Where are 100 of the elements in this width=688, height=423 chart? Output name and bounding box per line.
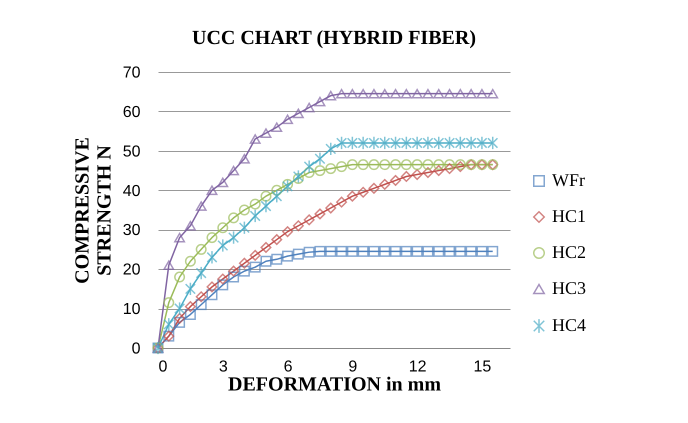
- point: [314, 96, 326, 106]
- point: [196, 291, 207, 302]
- point: [184, 282, 196, 296]
- y-tick-label: 20: [122, 262, 141, 279]
- point: [174, 316, 186, 328]
- y-tick-label: 50: [122, 143, 141, 160]
- point: [282, 250, 294, 262]
- point: [412, 246, 423, 257]
- point: [390, 136, 402, 150]
- point: [282, 179, 294, 194]
- point: [228, 272, 240, 283]
- point: [422, 159, 434, 170]
- point: [271, 254, 282, 265]
- x-tick-label: 3: [218, 358, 228, 376]
- point: [304, 102, 315, 112]
- point: [238, 220, 250, 235]
- point: [336, 196, 348, 208]
- legend-label: HC2: [552, 242, 586, 262]
- point: [260, 256, 272, 267]
- point: [260, 242, 272, 253]
- point: [346, 190, 358, 202]
- point: [379, 246, 390, 257]
- point: [238, 258, 250, 269]
- point: [454, 88, 466, 99]
- y-axis-title: COMPRESSIVE STRENGTH N: [72, 137, 116, 284]
- point: [422, 167, 434, 178]
- point: [412, 136, 423, 150]
- point: [346, 88, 358, 99]
- point: [250, 262, 261, 273]
- point: [412, 169, 423, 180]
- point: [476, 88, 488, 99]
- point: [476, 136, 488, 150]
- point: [466, 88, 477, 99]
- point: [412, 88, 423, 99]
- point: [250, 134, 261, 144]
- point: [217, 238, 228, 252]
- point: [444, 246, 456, 257]
- point: [217, 279, 228, 290]
- point: [336, 88, 348, 99]
- point: [228, 212, 240, 224]
- point: [217, 178, 228, 188]
- point: [400, 170, 412, 182]
- chart-title: UCC CHART (HYBRID FIBER): [192, 27, 476, 49]
- point: [358, 246, 369, 257]
- point: [368, 136, 380, 150]
- point: [368, 246, 380, 257]
- point: [228, 230, 240, 245]
- point: [304, 246, 315, 258]
- point: [336, 136, 348, 150]
- point: [422, 136, 434, 150]
- point: [358, 136, 369, 150]
- point: [304, 160, 315, 174]
- point: [163, 297, 174, 308]
- point: [368, 88, 380, 99]
- point: [466, 136, 477, 150]
- point: [336, 161, 348, 172]
- y-tick-label: 30: [122, 222, 141, 240]
- point: [174, 312, 186, 324]
- point: [260, 199, 272, 213]
- point: [206, 185, 218, 196]
- point: [422, 246, 434, 257]
- y-tick-label: 70: [122, 64, 141, 82]
- point: [444, 136, 456, 150]
- point: [358, 186, 369, 198]
- point: [433, 159, 444, 170]
- point: [487, 136, 498, 150]
- point: [163, 260, 174, 270]
- point: [325, 90, 336, 101]
- legend-label: HC3: [552, 278, 586, 298]
- point: [206, 281, 218, 292]
- point: [400, 88, 412, 99]
- point: [271, 184, 282, 196]
- point: [368, 182, 380, 194]
- point: [184, 308, 196, 320]
- point: [184, 301, 196, 312]
- point: [325, 142, 336, 156]
- point: [444, 163, 456, 174]
- point: [217, 274, 228, 284]
- point: [466, 246, 477, 257]
- y-tick-label: 40: [122, 182, 141, 200]
- x-tick-label: 6: [284, 358, 293, 376]
- point: [314, 165, 326, 176]
- point: [260, 190, 272, 202]
- point: [314, 208, 326, 220]
- point: [250, 250, 261, 261]
- point: [336, 246, 348, 257]
- point: [390, 174, 402, 186]
- point: [444, 159, 456, 170]
- y-tick-label: 60: [122, 104, 141, 121]
- point: [346, 246, 358, 257]
- point: [379, 159, 390, 170]
- point: [271, 189, 282, 204]
- point: [390, 88, 402, 99]
- point: [304, 167, 315, 178]
- point: [292, 170, 304, 184]
- point: [282, 114, 294, 124]
- point: [304, 214, 315, 226]
- point: [217, 222, 228, 234]
- point: [454, 246, 466, 257]
- point: [238, 204, 250, 216]
